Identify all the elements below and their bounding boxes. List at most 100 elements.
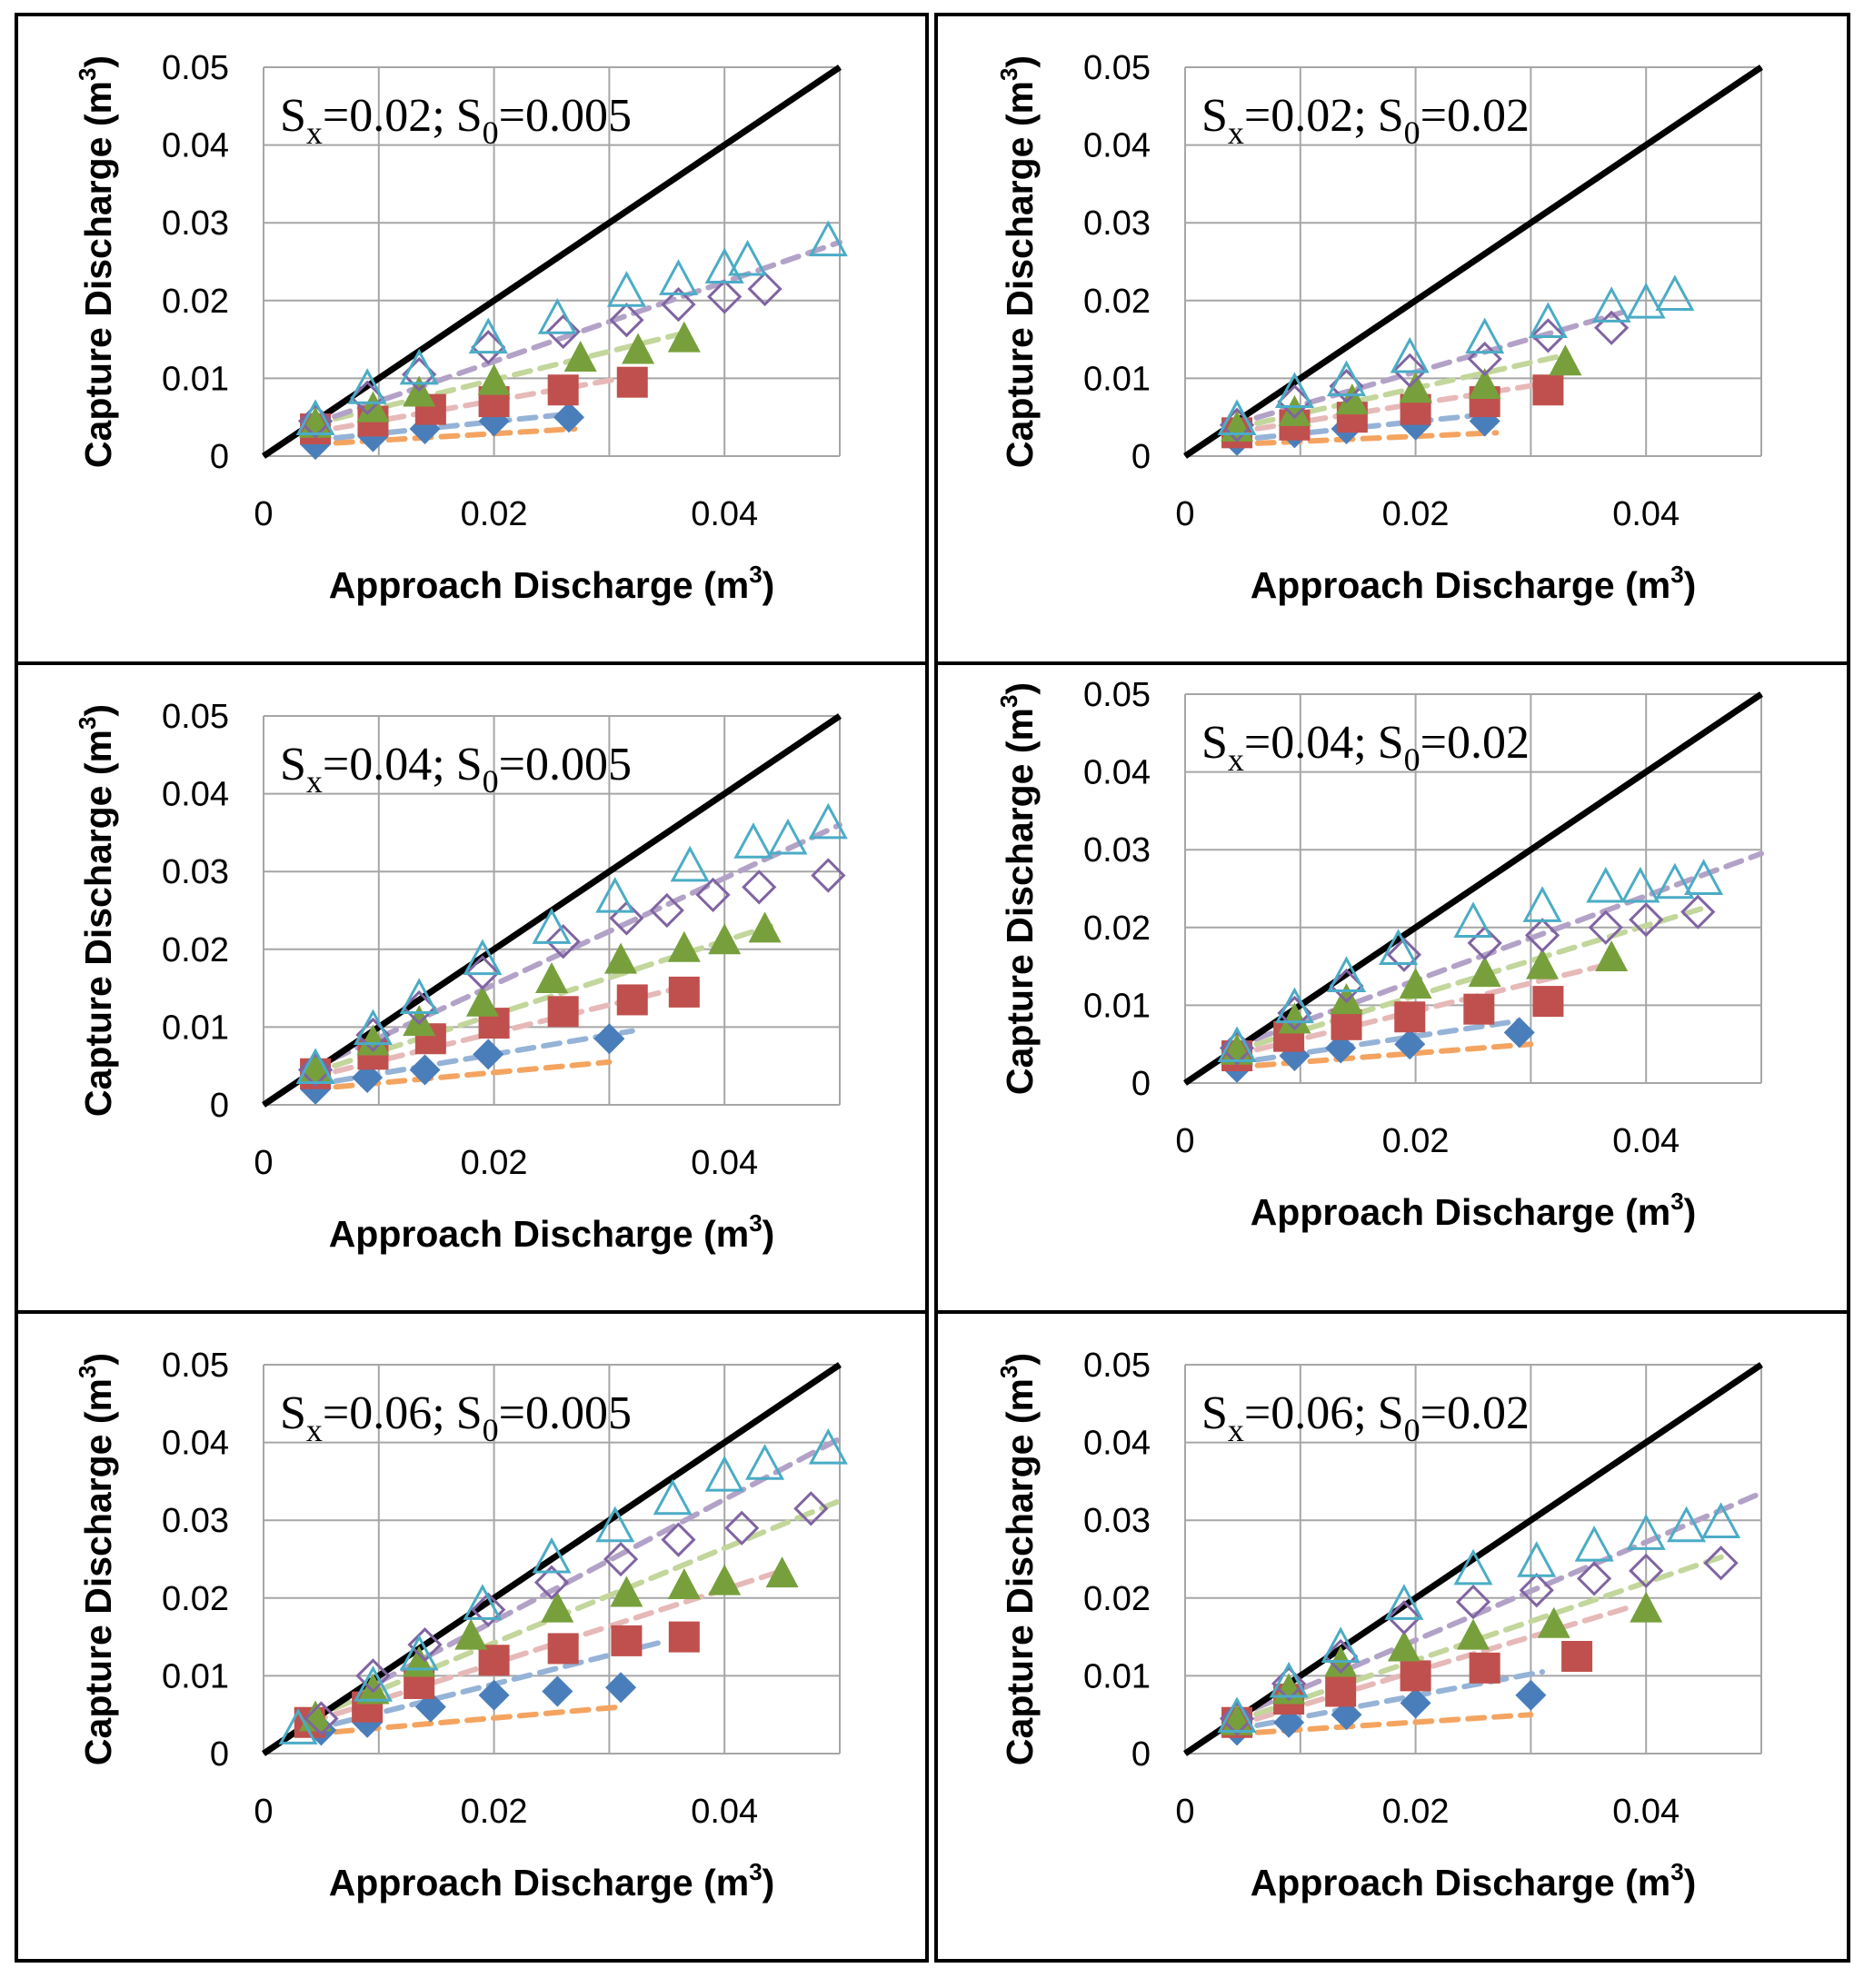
x-axis-title-sup: 3 (749, 1209, 762, 1237)
open-triangle-point (463, 1584, 503, 1620)
fit-lines (1228, 1490, 1764, 1737)
y-tick-label: 0.03 (1083, 204, 1151, 243)
open-triangle-point (1326, 956, 1367, 992)
filled-triangle-point (1399, 372, 1432, 403)
x-tick-label: 0.04 (691, 1793, 758, 1831)
x-axis-title-end: ) (1684, 1862, 1697, 1904)
x-axis-title-sup: 3 (1670, 1858, 1683, 1885)
filled-triangle-point (454, 1618, 488, 1650)
open-diamond-point (1577, 1561, 1612, 1596)
open-triangle-point (1528, 302, 1568, 338)
y-axis-title-main: Capture Discharge (m (77, 81, 119, 468)
label-sx-value: =0.06; (323, 1387, 445, 1439)
label-sx-symbol: S (1201, 717, 1228, 769)
y-tick-label: 0.02 (162, 283, 229, 321)
open-diamond-point (304, 1701, 339, 1736)
open-triangle-point (733, 822, 773, 859)
condition-label: Sx=0.02; S0=0.02 (1201, 90, 1530, 151)
open-diamond-point (1467, 341, 1502, 377)
filled-triangle-point (403, 1005, 436, 1037)
data-markers (1217, 1502, 1741, 1746)
x-tick-label: 0.04 (1612, 1122, 1680, 1160)
open-triangle-point (1517, 1541, 1557, 1577)
open-triangle-point (1620, 866, 1660, 903)
label-s0-subscript: 0 (483, 114, 499, 151)
filled-square-point (547, 996, 579, 1028)
open-triangle-point (1321, 1626, 1361, 1663)
trend-line (1228, 1712, 1534, 1737)
open-triangle-point (1269, 1661, 1309, 1698)
data-markers (1217, 859, 1724, 1083)
y-tick-label: 0.02 (1083, 283, 1151, 321)
open-triangle-point (1274, 987, 1314, 1024)
y-tick-label: 0.02 (162, 931, 229, 969)
y-tick-label: 0.01 (1083, 360, 1151, 398)
open-triangle-point (532, 908, 572, 944)
filled-diamond-point (593, 1023, 625, 1055)
open-triangle-point (353, 1665, 393, 1702)
y-tick-label: 0.02 (162, 1580, 229, 1618)
open-triangle-point (1326, 360, 1367, 397)
filled-diamond-point (553, 402, 585, 433)
open-triangle-point (1574, 1526, 1614, 1562)
x-axis-title: Approach Discharge (m3) (1251, 1858, 1697, 1904)
label-s0-symbol: S (456, 1387, 483, 1439)
y-axis-title-main: Capture Discharge (m (999, 708, 1041, 1095)
identity-line (1183, 691, 1763, 1086)
filled-triangle-point (622, 333, 655, 364)
filled-diamond-point (414, 1691, 446, 1723)
filled-square-point (668, 976, 700, 1008)
filled-triangle-point (541, 1591, 574, 1623)
filled-triangle-point (465, 985, 499, 1017)
open-triangle-point (1274, 372, 1314, 409)
open-diamond-point (609, 303, 644, 338)
filled-triangle-point (1595, 940, 1629, 972)
x-tick-label: 0 (1175, 495, 1194, 533)
label-s0-symbol: S (456, 739, 483, 790)
label-s0-symbol: S (1378, 90, 1404, 142)
x-axis-title: Approach Discharge (m3) (329, 561, 775, 606)
filled-triangle-point (403, 1645, 436, 1677)
open-diamond-point (407, 1627, 443, 1663)
x-axis-title-end: ) (1684, 564, 1697, 606)
open-triangle-point (1667, 1506, 1707, 1543)
y-axis-title: Capture Discharge (m3) (74, 1353, 119, 1765)
open-diamond-point (1392, 353, 1428, 388)
y-tick-label: 0 (1131, 438, 1151, 476)
x-tick-label: 0 (254, 1144, 273, 1182)
open-diamond-point (297, 403, 334, 439)
chart-panel-6: 0 0.01 0.02 0.03 0.04 0.05 0 0.02 0.04 Approach D… (934, 1310, 1850, 1963)
label-s0-symbol: S (1378, 717, 1404, 769)
open-triangle-point (768, 818, 808, 855)
open-triangle-point (1591, 286, 1631, 323)
open-triangle-point (1522, 886, 1562, 922)
label-sx-subscript: x (306, 114, 323, 151)
open-triangle-point (278, 1708, 318, 1744)
y-axis-title-sup: 3 (74, 717, 101, 730)
open-diamond-point (742, 870, 777, 905)
label-sx-subscript: x (1228, 1412, 1244, 1448)
trend-line (1228, 430, 1500, 448)
filled-square-point (1394, 1001, 1426, 1033)
filled-triangle-point (299, 1700, 333, 1732)
open-diamond-point (1588, 910, 1623, 945)
open-diamond-point (695, 877, 731, 913)
chart-panel-1: 0 0.01 0.02 0.03 0.04 0.05 0 0.02 0.04 Approach D… (15, 13, 929, 665)
filled-square-point (1325, 1675, 1357, 1707)
open-diamond-point (707, 279, 743, 314)
x-axis-title-main: Approach Discharge (m (1251, 1862, 1671, 1904)
data-markers (278, 1428, 848, 1746)
filled-square-point (1463, 993, 1495, 1025)
gridlines (263, 715, 841, 1106)
open-triangle-point (1465, 317, 1505, 354)
x-axis-title-main: Approach Discharge (m (1251, 1191, 1671, 1233)
filled-square-point (616, 366, 648, 398)
open-diamond-point (471, 1592, 506, 1627)
fit-lines (1228, 850, 1764, 1070)
open-triangle-point (399, 978, 439, 1014)
filled-square-point (1532, 986, 1564, 1018)
data-markers (1217, 274, 1695, 456)
y-tick-label: 0.03 (1083, 831, 1151, 870)
open-diamond-point (1594, 310, 1630, 345)
open-triangle-point (1217, 399, 1257, 435)
